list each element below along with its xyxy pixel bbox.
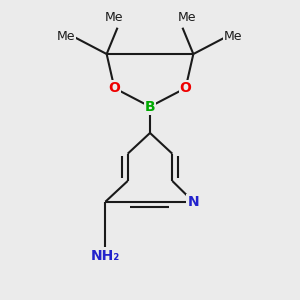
Text: Me: Me (177, 11, 196, 24)
Text: O: O (180, 81, 191, 95)
Text: Me: Me (56, 30, 75, 43)
Text: N: N (188, 195, 199, 209)
Text: O: O (109, 81, 120, 95)
Text: Me: Me (105, 11, 124, 24)
Text: B: B (145, 100, 155, 114)
Text: Me: Me (224, 30, 242, 43)
Text: NH₂: NH₂ (91, 249, 120, 263)
